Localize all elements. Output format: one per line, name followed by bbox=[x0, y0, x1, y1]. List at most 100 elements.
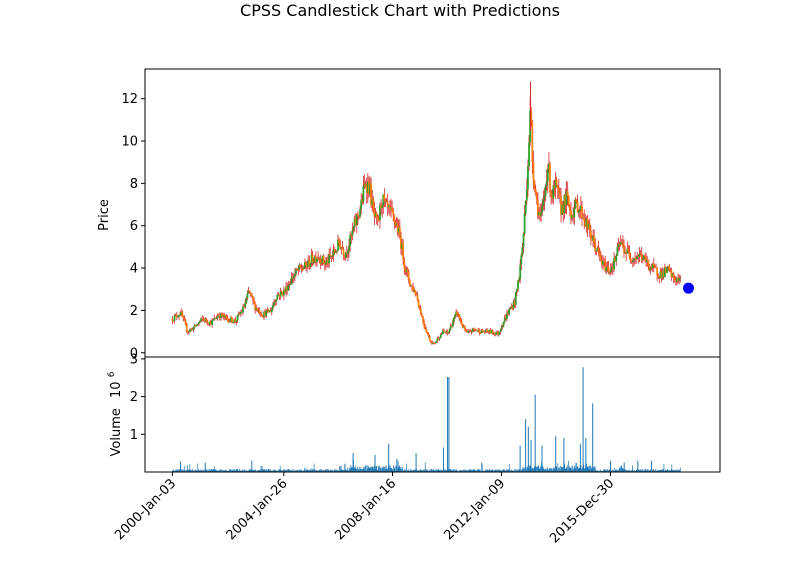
candle-body bbox=[530, 110, 533, 123]
candle-body bbox=[394, 221, 397, 226]
candle-body bbox=[671, 273, 674, 277]
candle-body bbox=[422, 316, 424, 322]
candle-body bbox=[425, 329, 428, 333]
candle-body bbox=[278, 294, 281, 297]
candle-body bbox=[568, 205, 571, 211]
candle-body bbox=[654, 266, 656, 268]
candle-body bbox=[276, 295, 279, 300]
candle-body bbox=[207, 323, 210, 325]
candle-body bbox=[197, 322, 200, 325]
candle-body bbox=[482, 331, 485, 333]
candle-body bbox=[322, 255, 325, 264]
candle-body bbox=[361, 199, 364, 203]
candle-body bbox=[401, 243, 403, 249]
candle-body bbox=[230, 317, 232, 321]
candle-body bbox=[596, 247, 599, 251]
x-tick-label: 2000-Jan-03 bbox=[112, 476, 179, 543]
candle-body bbox=[179, 314, 182, 316]
price-y-tick-label: 12 bbox=[121, 92, 138, 107]
candle-body bbox=[369, 183, 371, 195]
candle-body bbox=[466, 331, 469, 333]
candle-body bbox=[203, 319, 206, 322]
candle-body bbox=[510, 306, 513, 309]
candle-body bbox=[280, 291, 283, 293]
candle-body bbox=[275, 299, 278, 302]
candle-body bbox=[646, 260, 649, 263]
candle-body bbox=[464, 326, 466, 331]
candle-body bbox=[400, 236, 402, 249]
candle-body bbox=[648, 265, 651, 271]
candle-body bbox=[402, 243, 405, 260]
candle-body bbox=[479, 333, 482, 334]
candle-body bbox=[444, 331, 447, 333]
candle-body bbox=[471, 328, 474, 332]
candle-body bbox=[194, 325, 197, 327]
candle-body bbox=[296, 269, 299, 270]
candle-body bbox=[285, 286, 288, 292]
candle-body bbox=[576, 201, 579, 213]
candle-body bbox=[350, 234, 353, 236]
candle-body bbox=[448, 329, 451, 332]
candle-body bbox=[404, 268, 407, 272]
candle-body bbox=[250, 294, 253, 297]
candle-body bbox=[315, 256, 317, 263]
volume-bars bbox=[172, 367, 681, 472]
candle-body bbox=[597, 247, 600, 253]
candle-body bbox=[299, 264, 302, 268]
candle-body bbox=[266, 309, 269, 312]
candle-body bbox=[437, 338, 440, 340]
candle-body bbox=[656, 267, 659, 276]
candle-body bbox=[348, 246, 350, 251]
candle-body bbox=[594, 243, 597, 251]
candle-body bbox=[599, 255, 602, 260]
candle-body bbox=[573, 208, 576, 218]
candle-body bbox=[238, 313, 241, 315]
candle-body bbox=[185, 324, 188, 332]
candle-body bbox=[328, 254, 331, 264]
candle-body bbox=[627, 248, 630, 252]
candle-body bbox=[457, 314, 460, 315]
candle-body bbox=[189, 329, 191, 332]
candle-body bbox=[373, 209, 376, 217]
candle-body bbox=[517, 281, 519, 290]
candle-body bbox=[621, 242, 624, 247]
candle-body bbox=[327, 260, 329, 264]
candle-body bbox=[303, 261, 306, 269]
candle-body bbox=[395, 223, 398, 226]
svg-text:Volume 10: Volume 10 6 bbox=[107, 371, 124, 456]
candle-body bbox=[258, 310, 261, 314]
candle-body bbox=[295, 269, 297, 274]
candle-body bbox=[172, 320, 175, 322]
candle-body bbox=[617, 243, 620, 248]
candle-body bbox=[412, 286, 414, 292]
candle-body bbox=[384, 200, 387, 202]
candle-body bbox=[608, 272, 611, 273]
candle-body bbox=[281, 292, 284, 296]
candle-body bbox=[319, 258, 322, 264]
candle-body bbox=[474, 329, 476, 331]
candle-body bbox=[591, 238, 593, 241]
candle-body bbox=[225, 315, 228, 318]
candle-body bbox=[513, 301, 516, 305]
candle-body bbox=[523, 213, 526, 234]
candle-body bbox=[665, 267, 667, 273]
candle-body bbox=[460, 321, 463, 325]
candle-body bbox=[200, 318, 202, 322]
candle-body bbox=[196, 324, 199, 325]
candle-body bbox=[237, 313, 240, 316]
candle-body bbox=[584, 221, 587, 227]
candle-body bbox=[635, 258, 638, 260]
candle-body bbox=[634, 258, 636, 260]
candle-body bbox=[572, 215, 575, 218]
candle-body bbox=[512, 301, 515, 309]
candle-body bbox=[433, 342, 435, 344]
candle-body bbox=[177, 316, 179, 318]
candle-body bbox=[443, 330, 445, 332]
candle-body bbox=[637, 256, 640, 258]
candle-body bbox=[538, 212, 540, 216]
candle-body bbox=[309, 263, 312, 268]
candle-body bbox=[263, 311, 265, 317]
candle-body bbox=[483, 331, 486, 333]
candle-body bbox=[651, 263, 654, 269]
candle-body bbox=[563, 194, 566, 213]
